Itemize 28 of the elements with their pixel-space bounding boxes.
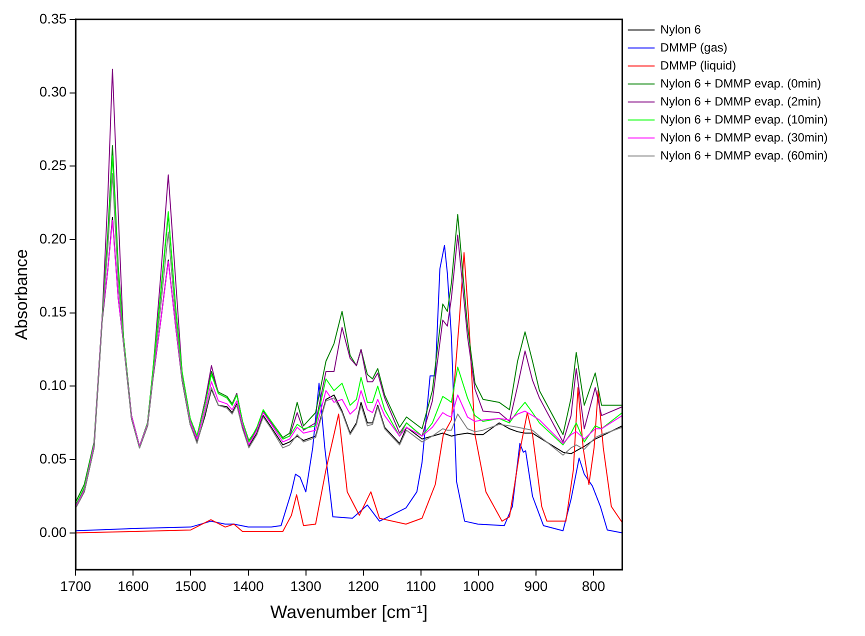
y-tick-label: 0.35: [39, 10, 67, 26]
legend-label: Nylon 6 + DMMP evap. (30min): [660, 130, 828, 144]
x-tick-label: 1100: [406, 578, 436, 594]
y-tick-label: 0.10: [39, 377, 67, 394]
y-tick-label: 0.05: [39, 450, 67, 466]
legend-label: Nylon 6 + DMMP evap. (10min): [660, 112, 828, 126]
legend-label: Nylon 6: [660, 22, 702, 36]
x-tick-label: 1200: [348, 578, 380, 594]
y-axis-title: Absorbance: [12, 249, 31, 340]
legend-label: DMMP (gas): [660, 40, 728, 54]
y-tick-label: 0.30: [39, 84, 67, 100]
legend-label: Nylon 6 + DMMP evap. (2min): [660, 94, 822, 108]
x-tick-label: 1000: [462, 578, 494, 594]
x-tick-label: 900: [524, 578, 548, 594]
x-tick-label: 1600: [118, 578, 149, 594]
x-tick-label: 800: [582, 578, 606, 594]
y-tick-label: 0.15: [39, 304, 67, 320]
y-tick-label: 0.00: [39, 524, 67, 540]
x-tick-label: 1300: [290, 578, 322, 594]
legend-label: DMMP (liquid): [660, 58, 736, 72]
x-tick-label: 1400: [232, 578, 264, 594]
y-tick-label: 0.25: [39, 156, 67, 173]
legend-label: Nylon 6 + DMMP evap. (60min): [660, 148, 828, 162]
x-axis-title: Wavenumber [cm⁻¹]: [270, 602, 428, 622]
y-tick-label: 0.20: [39, 230, 67, 246]
x-tick-label: 1500: [175, 578, 207, 594]
legend-label: Nylon 6 + DMMP evap. (0min): [660, 76, 822, 90]
x-tick-label: 1700: [60, 578, 92, 594]
